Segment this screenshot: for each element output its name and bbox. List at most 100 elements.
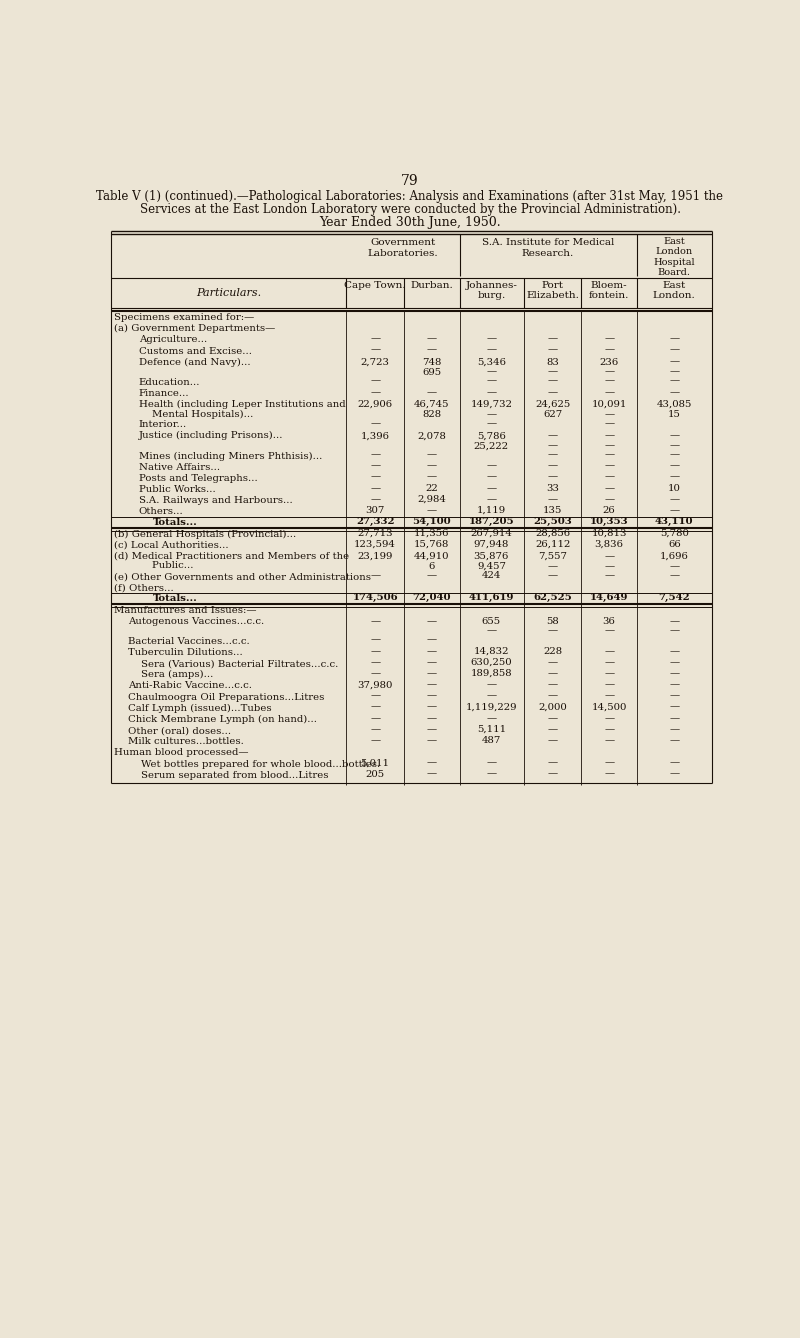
Text: 97,948: 97,948 [474, 539, 509, 549]
Text: —: — [604, 769, 614, 779]
Text: Year Ended 30th June, 1950.: Year Ended 30th June, 1950. [319, 215, 501, 229]
Text: —: — [426, 388, 437, 396]
Text: 7,542: 7,542 [658, 593, 690, 602]
Text: 174,506: 174,506 [352, 593, 398, 602]
Text: —: — [547, 769, 558, 779]
Text: —: — [670, 506, 679, 515]
Text: —: — [426, 680, 437, 689]
Text: 25,222: 25,222 [474, 442, 509, 450]
Text: —: — [547, 562, 558, 571]
Text: Wet bottles prepared for whole blood...bottles.: Wet bottles prepared for whole blood...b… [128, 760, 380, 768]
Text: 15,768: 15,768 [414, 539, 450, 549]
Text: Finance...: Finance... [138, 389, 190, 397]
Text: —: — [370, 736, 380, 745]
Text: 189,858: 189,858 [470, 669, 512, 678]
Text: 28,856: 28,856 [535, 529, 570, 538]
Text: 2,000: 2,000 [538, 702, 567, 712]
Text: Specimens examined for:—: Specimens examined for:— [114, 313, 254, 322]
Text: 58: 58 [546, 617, 559, 626]
Text: 25,503: 25,503 [534, 518, 572, 526]
Text: —: — [604, 495, 614, 504]
Text: —: — [370, 334, 380, 343]
Text: —: — [670, 702, 679, 712]
Text: —: — [670, 692, 679, 700]
Text: 123,594: 123,594 [354, 539, 396, 549]
Text: 43,110: 43,110 [655, 518, 694, 526]
Text: —: — [547, 680, 558, 689]
Text: —: — [426, 759, 437, 768]
Text: —: — [370, 702, 380, 712]
Text: 5,111: 5,111 [477, 725, 506, 735]
Text: —: — [604, 368, 614, 376]
Text: (c) Local Authorities...: (c) Local Authorities... [114, 541, 229, 550]
Text: Table V (1) (continued).—Pathological Laboratories: Analysis and Examinations (a: Table V (1) (continued).—Pathological La… [97, 190, 723, 203]
Text: (f) Others...: (f) Others... [114, 583, 174, 593]
Text: —: — [670, 451, 679, 459]
Text: —: — [426, 462, 437, 471]
Text: 5,011: 5,011 [361, 759, 390, 768]
Text: 1,396: 1,396 [361, 431, 390, 440]
Text: —: — [370, 451, 380, 459]
Text: —: — [670, 495, 679, 504]
Text: 135: 135 [543, 506, 562, 515]
Text: 15: 15 [668, 409, 681, 419]
Text: —: — [486, 484, 497, 492]
Text: S.A. Institute for Medical
Research.: S.A. Institute for Medical Research. [482, 238, 614, 258]
Text: 62,525: 62,525 [534, 593, 572, 602]
Text: —: — [547, 334, 558, 343]
Text: 79: 79 [401, 174, 419, 189]
Text: 655: 655 [482, 617, 501, 626]
Text: —: — [486, 368, 497, 376]
Text: Johannes-
burg.: Johannes- burg. [466, 281, 518, 300]
Text: —: — [547, 571, 558, 579]
Text: —: — [370, 669, 380, 678]
Text: 72,040: 72,040 [413, 593, 451, 602]
Text: East
London
Hospital
Board.: East London Hospital Board. [654, 237, 695, 277]
Text: —: — [426, 506, 437, 515]
Text: Native Affairs...: Native Affairs... [138, 463, 220, 471]
Text: 1,696: 1,696 [660, 553, 689, 561]
Text: Services at the East London Laboratory were conducted by the Provincial Administ: Services at the East London Laboratory w… [139, 203, 681, 215]
Text: Calf Lymph (issued)...Tubes: Calf Lymph (issued)...Tubes [128, 704, 271, 713]
Text: —: — [370, 571, 380, 579]
Text: 3,836: 3,836 [594, 539, 624, 549]
Text: Justice (including Prisons)...: Justice (including Prisons)... [138, 431, 283, 440]
Text: —: — [486, 769, 497, 779]
Text: —: — [670, 646, 679, 656]
Text: 5,346: 5,346 [477, 357, 506, 367]
Text: —: — [670, 462, 679, 471]
Text: —: — [547, 692, 558, 700]
Text: —: — [547, 626, 558, 636]
Text: Particulars.: Particulars. [196, 289, 262, 298]
Text: 11,356: 11,356 [414, 529, 450, 538]
Text: —: — [604, 431, 614, 440]
Text: —: — [670, 562, 679, 571]
Text: —: — [426, 769, 437, 779]
Text: —: — [604, 646, 614, 656]
Text: —: — [547, 451, 558, 459]
Text: 2,723: 2,723 [361, 357, 390, 367]
Text: 14,832: 14,832 [474, 646, 509, 656]
Text: 7,557: 7,557 [538, 553, 567, 561]
Text: —: — [370, 419, 380, 428]
Text: —: — [370, 462, 380, 471]
Text: —: — [670, 368, 679, 376]
Text: (b) General Hospitals (Provincial)...: (b) General Hospitals (Provincial)... [114, 530, 296, 539]
Text: 10: 10 [668, 484, 681, 492]
Text: Posts and Telegraphs...: Posts and Telegraphs... [138, 474, 258, 483]
Text: —: — [670, 725, 679, 735]
Text: Bloem-
fontein.: Bloem- fontein. [589, 281, 630, 300]
Text: —: — [670, 769, 679, 779]
Text: —: — [426, 636, 437, 645]
Text: —: — [604, 388, 614, 396]
Text: 9,457: 9,457 [477, 562, 506, 571]
Text: Other (oral) doses...: Other (oral) doses... [128, 727, 231, 735]
Text: —: — [604, 462, 614, 471]
Text: Totals...: Totals... [153, 518, 198, 527]
Text: —: — [670, 431, 679, 440]
Text: —: — [604, 484, 614, 492]
Text: 22: 22 [426, 484, 438, 492]
Text: —: — [486, 472, 497, 482]
Text: 205: 205 [366, 769, 385, 779]
Text: East
London.: East London. [653, 281, 696, 300]
